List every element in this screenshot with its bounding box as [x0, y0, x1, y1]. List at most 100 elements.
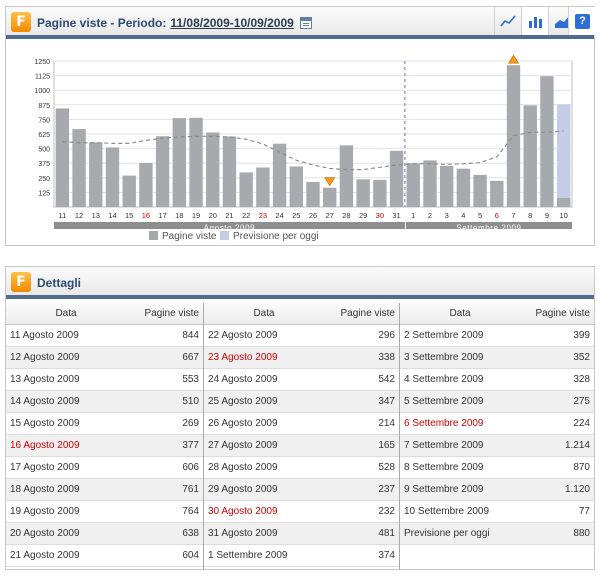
row-page-views: 224 [520, 412, 594, 435]
table-row: 30 Agosto 2009 232 [204, 500, 399, 523]
legend-item-forecast: Previsione per oggi [220, 231, 319, 242]
header-page-views: Pagine viste [520, 303, 594, 325]
legend-swatch-page-views [149, 231, 158, 240]
legend-item-page-views: Pagine viste [149, 231, 216, 242]
row-date: 22 Agosto 2009 [204, 324, 324, 347]
row-page-views: 870 [520, 456, 594, 479]
period-link[interactable]: 11/08/2009-10/09/2009 [170, 16, 294, 30]
area-chart-button[interactable] [548, 7, 575, 35]
calendar-icon[interactable] [299, 17, 312, 29]
bar-page-views [506, 65, 521, 207]
x-tick-label: 24 [275, 211, 283, 220]
row-page-views: 542 [324, 368, 399, 391]
row-date: 20 Agosto 2009 [6, 522, 126, 545]
row-page-views: 761 [126, 478, 203, 501]
x-tick-label: 23 [259, 211, 267, 220]
bar-forecast [556, 104, 571, 207]
bar-chart-button[interactable] [521, 7, 548, 35]
bar-page-views [373, 179, 387, 207]
y-tick-label: 375 [38, 161, 50, 168]
row-page-views: 604 [126, 544, 203, 567]
row-date: 31 Agosto 2009 [204, 522, 324, 545]
bar-chart-icon [529, 17, 542, 28]
bar-page-views [423, 160, 437, 207]
table-row: 21 Agosto 2009 604 [6, 544, 203, 567]
table-row: 18 Agosto 2009 761 [6, 478, 203, 501]
x-tick-label: 17 [158, 211, 166, 220]
table-row: 31 Agosto 2009 481 [204, 522, 399, 545]
table-row: 20 Agosto 2009 638 [6, 522, 203, 545]
row-page-views: 296 [324, 324, 399, 347]
month-label: Settembre 2009 [456, 224, 521, 230]
row-page-views: 338 [324, 346, 399, 369]
row-page-views: 638 [126, 522, 203, 545]
row-date: 8 Settembre 2009 [400, 456, 520, 479]
table-row: 1 Settembre 2009 374 [204, 544, 399, 567]
table-row: 19 Agosto 2009 764 [6, 500, 203, 523]
y-tick-label: 125 [38, 190, 50, 197]
row-page-views: 1.214 [520, 434, 594, 457]
row-page-views: 481 [324, 522, 399, 545]
table-row: 26 Agosto 2009 214 [204, 412, 399, 435]
x-tick-label: 19 [192, 211, 200, 220]
table-row: 28 Agosto 2009 528 [204, 456, 399, 479]
row-date: 30 Agosto 2009 [204, 500, 324, 523]
table-row: 4 Settembre 2009 328 [400, 368, 594, 391]
column-divider [203, 303, 204, 569]
x-tick-label: 5 [478, 211, 482, 220]
bar-page-views [55, 108, 70, 207]
table-row: 25 Agosto 2009 347 [204, 390, 399, 413]
line-chart-icon [500, 15, 516, 27]
table-row: 16 Agosto 2009 377 [6, 434, 203, 457]
row-page-views: 214 [324, 412, 399, 435]
table-row: 2 Settembre 2009 399 [400, 324, 594, 347]
x-tick-label: 7 [511, 211, 515, 220]
row-page-views: 606 [126, 456, 203, 479]
y-tick-label: 250 [38, 176, 50, 183]
table-row: 13 Agosto 2009 553 [6, 368, 203, 391]
table-row: 14 Agosto 2009 510 [6, 390, 203, 413]
row-page-views: 328 [520, 368, 594, 391]
row-date: 6 Settembre 2009 [400, 412, 520, 435]
table-row: 27 Agosto 2009 165 [204, 434, 399, 457]
x-tick-label: 22 [242, 211, 250, 220]
app-logo-icon: F [11, 272, 31, 292]
x-tick-label: 10 [559, 211, 567, 220]
row-page-views: 377 [126, 434, 203, 457]
row-date: 9 Settembre 2009 [400, 478, 520, 501]
x-tick-label: 12 [75, 211, 83, 220]
bar-page-views [172, 118, 187, 207]
row-page-views: 165 [324, 434, 399, 457]
max-marker-icon [507, 54, 520, 64]
legend-swatch-forecast [220, 231, 229, 240]
bar-page-views [439, 165, 454, 207]
line-chart-button[interactable] [494, 7, 521, 35]
help-button[interactable]: ? [568, 7, 595, 35]
bar-page-views [356, 179, 370, 207]
month-band [405, 222, 572, 229]
chart-panel-header: F Pagine viste - Periodo: 11/08/2009-10/0… [6, 7, 595, 39]
x-tick-label: 28 [342, 211, 350, 220]
table-row: 8 Settembre 2009 870 [400, 456, 594, 479]
legend-label-page-views: Pagine viste [162, 231, 217, 242]
bar-page-views [323, 187, 337, 207]
table-row: 23 Agosto 2009 338 [204, 346, 399, 369]
x-tick-label: 31 [392, 211, 400, 220]
table-row: 3 Settembre 2009 352 [400, 346, 594, 369]
y-tick-label: 500 [38, 147, 50, 154]
row-date: 5 Settembre 2009 [400, 390, 520, 413]
row-page-views: 510 [126, 390, 203, 413]
bar-page-views [289, 166, 303, 207]
bar-page-views [105, 147, 120, 207]
x-tick-label: 21 [225, 211, 233, 220]
row-date: 14 Agosto 2009 [6, 390, 126, 413]
details-table-col-2: Data Pagine viste 22 Agosto 2009 296 23 Ag… [204, 303, 399, 567]
row-date: 17 Agosto 2009 [6, 456, 126, 479]
details-table-col-3: Data Pagine viste 2 Settembre 2009 399 3 S… [400, 303, 594, 545]
y-tick-label: 625 [38, 132, 50, 139]
row-page-views: 347 [324, 390, 399, 413]
row-page-views: 880 [520, 522, 594, 545]
bar-page-views [239, 172, 253, 207]
legend-label-forecast: Previsione per oggi [233, 231, 319, 242]
bar-page-views [206, 132, 220, 207]
